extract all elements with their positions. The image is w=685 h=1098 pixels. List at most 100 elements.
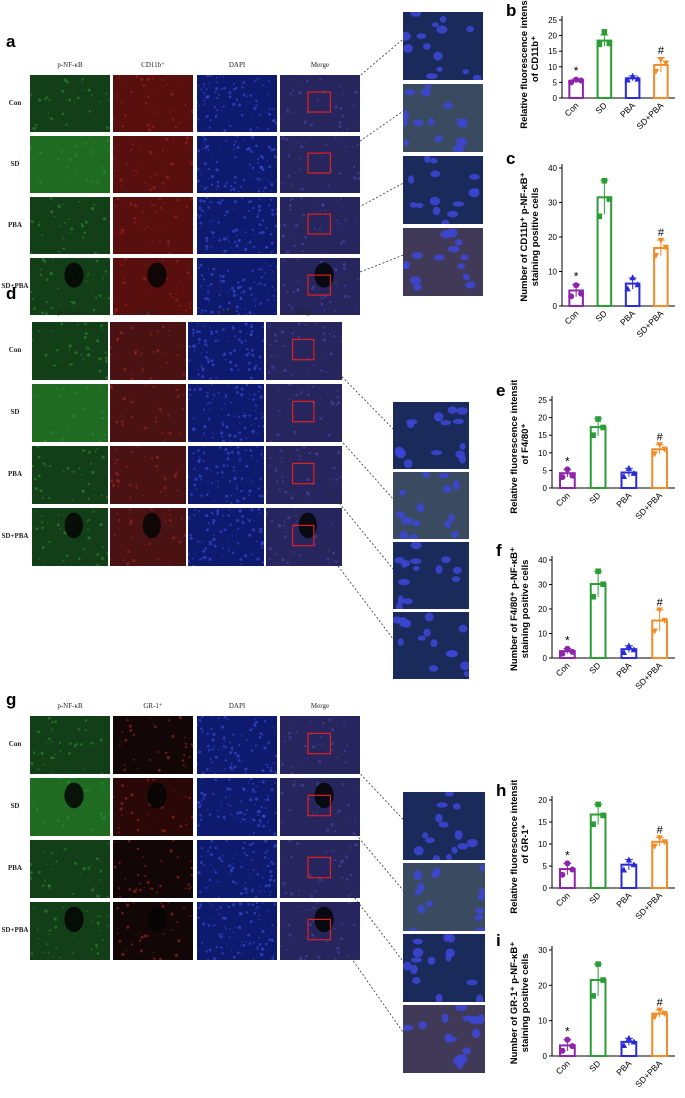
column-header: CD11b⁺	[141, 61, 165, 69]
y-axis-label: Relative fluorescence intensityof F4/80⁺	[509, 380, 531, 514]
panel-label-a: a	[6, 32, 16, 51]
chart-b: b Relative fluorescence intensityof CD11b…	[506, 0, 675, 131]
row-label: Con	[8, 98, 22, 107]
micrograph-g-SD-3	[280, 778, 360, 836]
y-tick-label: 5	[543, 466, 548, 475]
row-label: Con	[8, 346, 22, 354]
zoom-inset-a-1	[403, 84, 483, 152]
y-tick-label: 30	[538, 946, 547, 955]
data-point	[568, 293, 575, 300]
micrograph-a-Con-0	[30, 75, 110, 132]
micrograph-g-SD-1	[113, 778, 193, 836]
y-tick-label: 20	[538, 414, 547, 423]
micrograph-a-SD-0	[30, 136, 110, 193]
column-header: p-NF-κB	[57, 308, 83, 316]
data-point	[573, 282, 580, 289]
row-label: SD+PBA	[1, 532, 29, 540]
micrograph-d-Con-0	[32, 322, 108, 380]
micrograph-g-Con-3	[280, 716, 360, 774]
y-tick-label: 15	[538, 818, 547, 827]
zoom-inset-a-0	[403, 12, 483, 80]
data-point	[568, 79, 575, 86]
data-point	[569, 648, 576, 655]
y-tick-label: 10	[538, 449, 547, 458]
panel-label-e: e	[496, 381, 505, 400]
y-tick-label: 0	[543, 484, 548, 493]
significance-mark: *	[565, 454, 570, 468]
significance-mark: *	[574, 269, 579, 283]
y-tick-label: 0	[553, 94, 558, 103]
micrograph-g-SD+PBA-0	[30, 902, 110, 960]
chart-h: h Relative fluorescence intensityof GR-1⁺…	[496, 780, 675, 921]
data-point	[559, 1047, 566, 1054]
micrograph-a-SD+PBA-1	[113, 258, 193, 315]
micrograph-d-SD+PBA-3	[266, 508, 342, 566]
data-point	[630, 646, 638, 653]
x-tick-label: PBA	[618, 308, 637, 327]
panel-label-f: f	[496, 541, 502, 560]
data-point	[606, 196, 613, 202]
micrograph-d-SD-1	[110, 384, 186, 442]
micrograph-g-SD+PBA-1	[113, 902, 193, 960]
micrograph-g-SD-0	[30, 778, 110, 836]
zoom-inset-g-0	[403, 792, 485, 860]
micrograph-a-SD+PBA-0	[30, 258, 110, 315]
data-point	[620, 648, 628, 655]
x-tick-label: Con	[554, 1058, 572, 1076]
data-point	[624, 285, 631, 292]
x-tick-label: SD+PBA	[633, 660, 664, 691]
y-axis-label: Number of GR-1⁺ p-NF-κB⁺staining positiv…	[509, 942, 531, 1064]
panel-label-b: b	[506, 1, 516, 20]
x-tick-label: SD	[587, 1058, 602, 1073]
data-point	[595, 961, 601, 967]
data-point	[601, 29, 608, 35]
y-tick-label: 20	[548, 233, 557, 242]
micrograph-d-SD+PBA-2	[188, 508, 264, 566]
row-label: Con	[8, 740, 22, 748]
data-point	[634, 281, 641, 288]
x-tick-label: PBA	[618, 100, 637, 119]
data-point	[596, 213, 603, 220]
data-point	[573, 76, 580, 83]
micrograph-d-SD+PBA-1	[110, 508, 186, 566]
data-point	[625, 464, 633, 471]
data-point	[651, 1014, 658, 1021]
y-tick-label: 20	[538, 605, 547, 614]
micrograph-a-Con-1	[113, 75, 193, 132]
panel-label-i: i	[496, 931, 501, 950]
zoom-inset-d-0	[393, 402, 469, 469]
y-tick-label: 0	[543, 1052, 548, 1061]
x-tick-label: Con	[562, 100, 580, 118]
x-tick-label: PBA	[614, 490, 633, 509]
micrograph-d-SD-0	[32, 384, 108, 442]
significance-mark: *	[565, 848, 570, 862]
panel-label-g: g	[6, 690, 17, 709]
micrograph-d-PBA-2	[188, 446, 264, 504]
y-tick-label: 10	[548, 268, 557, 277]
data-point	[595, 416, 601, 422]
data-point	[596, 41, 603, 48]
panel-label-h: h	[496, 781, 506, 800]
x-tick-label: Con	[554, 890, 572, 908]
significance-mark: #	[657, 997, 664, 1009]
x-tick-label: SD+PBA	[634, 308, 665, 339]
column-header: GR-1⁺	[143, 702, 163, 710]
y-tick-label: 10	[538, 630, 547, 639]
column-header: DAPI	[228, 702, 246, 710]
data-point	[634, 75, 641, 82]
data-point	[661, 617, 668, 624]
data-point	[656, 835, 663, 842]
zoom-inset-g-3	[403, 1005, 485, 1073]
x-tick-label: SD	[593, 100, 608, 115]
column-header: p-NF-κB	[57, 61, 83, 69]
row-label: PBA	[8, 864, 22, 872]
chart-f: f Number of F4/80⁺ p-NF-κB⁺staining posit…	[496, 541, 675, 691]
data-point	[662, 244, 670, 251]
micrograph-g-PBA-1	[113, 840, 193, 898]
significance-mark: #	[658, 45, 665, 57]
data-point	[625, 1034, 633, 1041]
data-point	[657, 237, 665, 244]
x-tick-label: SD+PBA	[633, 890, 664, 921]
data-point	[624, 76, 631, 83]
